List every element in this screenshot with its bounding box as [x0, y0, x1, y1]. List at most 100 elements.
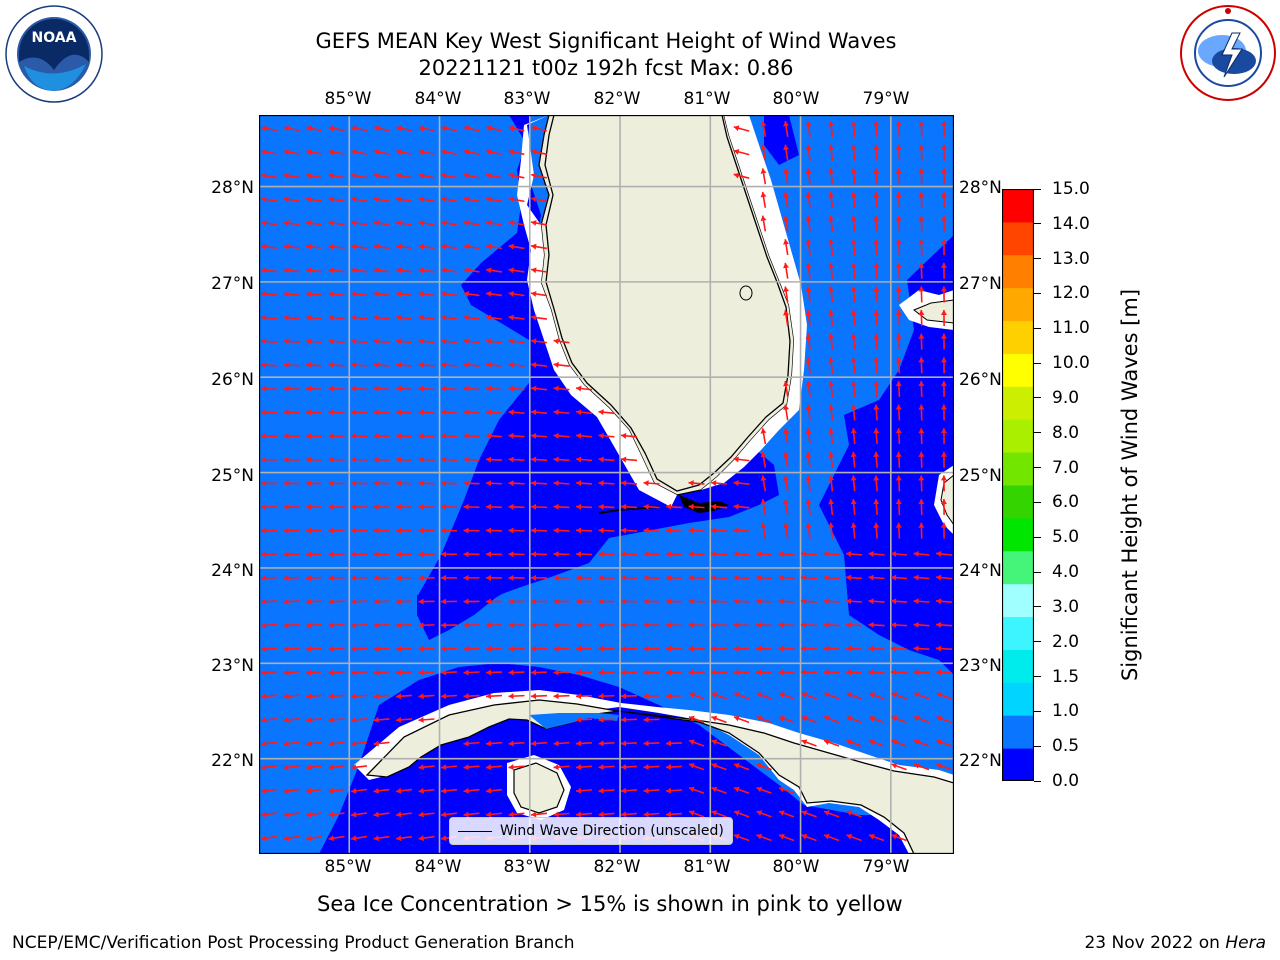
wave-direction-arrow [373, 149, 390, 156]
wave-direction-arrow [508, 740, 525, 747]
wave-direction-arrow [328, 527, 345, 534]
wave-direction-arrow [665, 551, 683, 558]
colorbar-tick-label: 1.0 [1052, 701, 1080, 722]
wave-direction-arrow [328, 409, 345, 416]
wave-direction-arrow [305, 243, 323, 250]
wave-direction-arrow [598, 811, 615, 818]
wave-direction-arrow [553, 480, 570, 487]
wave-direction-arrow [895, 475, 902, 492]
wave-direction-arrow [935, 621, 953, 628]
wave-direction-arrow [395, 220, 413, 227]
wave-direction-arrow [328, 716, 345, 723]
wave-direction-arrow [485, 740, 503, 747]
wave-direction-arrow [553, 693, 570, 700]
wave-direction-arrow [575, 693, 593, 700]
noaa-logo-text: NOAA [32, 30, 77, 46]
wave-direction-arrow [620, 503, 638, 510]
generation-date: 23 Nov 2022 on Hera [1084, 933, 1266, 953]
wave-direction-arrow [463, 787, 480, 794]
wave-direction-arrow [485, 314, 503, 321]
wave-direction-arrow [373, 669, 390, 676]
wave-direction-arrow [418, 385, 435, 392]
wave-direction-arrow [643, 503, 660, 510]
wave-direction-arrow [395, 196, 413, 203]
wave-direction-arrow [575, 527, 593, 534]
wave-direction-arrow [530, 503, 548, 510]
wave-direction-arrow [643, 764, 660, 771]
wave-direction-arrow [850, 357, 857, 374]
wave-direction-arrow [328, 598, 345, 605]
wave-direction-arrow [733, 598, 750, 605]
lon-bottom-tick: 85°W [324, 857, 372, 877]
wave-direction-arrow [395, 669, 413, 676]
wave-direction-arrow [395, 598, 413, 605]
colorbar-tick-label: 12.0 [1052, 283, 1090, 304]
wave-direction-arrow [350, 740, 368, 747]
wave-direction-arrow [778, 810, 795, 818]
lon-top-tick: 83°W [503, 89, 551, 109]
wave-direction-arrow [283, 787, 300, 794]
wave-direction-arrow [553, 811, 570, 818]
wave-direction-arrow [783, 404, 790, 421]
wave-direction-arrow [328, 338, 345, 345]
lon-top-tick: 79°W [862, 89, 910, 109]
wave-direction-arrow [940, 239, 947, 256]
wave-direction-arrow [463, 764, 480, 771]
wave-direction-arrow [733, 125, 750, 132]
wave-direction-arrow [350, 716, 368, 723]
wave-direction-arrow [805, 522, 812, 539]
wave-direction-arrow [733, 645, 750, 652]
wave-direction-arrow [283, 338, 300, 345]
wave-direction-arrow [283, 645, 300, 652]
wave-direction-arrow [868, 645, 885, 652]
wave-direction-arrow [688, 503, 705, 510]
wave-direction-arrow [530, 551, 548, 558]
wave-direction-arrow [850, 191, 857, 208]
wave-direction-arrow [530, 527, 548, 534]
wave-direction-arrow [940, 191, 947, 208]
wave-direction-arrow [463, 149, 480, 155]
wave-direction-arrow [463, 267, 480, 274]
wave-direction-arrow [895, 239, 902, 256]
wave-direction-arrow [440, 338, 458, 345]
wave-direction-arrow [485, 480, 503, 487]
wave-direction-arrow [305, 149, 323, 156]
wave-direction-arrow [395, 291, 413, 297]
colorbar-tick-mark [1034, 641, 1041, 643]
wave-direction-arrow [575, 811, 593, 818]
wave-direction-arrow [508, 622, 525, 629]
wave-direction-arrow [373, 385, 390, 392]
wave-direction-arrow [935, 550, 953, 557]
wave-direction-arrow [711, 763, 727, 771]
wave-direction-arrow [530, 574, 548, 581]
colorbar-tick-mark [1034, 397, 1041, 399]
wave-direction-arrow [783, 522, 790, 539]
wave-direction-arrow [531, 125, 547, 132]
wave-direction-arrow [913, 739, 930, 747]
wave-direction-arrow [823, 739, 840, 747]
wave-direction-arrow [800, 669, 818, 676]
colorbar-tick-label: 9.0 [1052, 387, 1080, 408]
wave-direction-arrow [940, 144, 947, 161]
wave-direction-arrow [260, 622, 278, 629]
wave-direction-arrow [873, 522, 880, 539]
wave-direction-arrow [328, 574, 345, 581]
wave-direction-arrow [575, 787, 593, 794]
wave-direction-arrow [395, 338, 413, 345]
wave-direction-arrow [328, 645, 345, 652]
wave-direction-arrow [283, 267, 300, 274]
wave-direction-arrow [873, 333, 880, 350]
wave-direction-arrow [350, 314, 368, 321]
lon-top-tick: 81°W [683, 89, 731, 109]
wave-direction-arrow [873, 475, 880, 492]
wave-direction-arrow [440, 622, 458, 629]
wave-direction-arrow [350, 503, 368, 510]
colorbar-band [1002, 748, 1034, 781]
wave-direction-arrow [850, 380, 857, 397]
wave-direction-arrow [828, 262, 835, 279]
wave-direction-arrow [530, 480, 548, 487]
wave-direction-arrow [895, 451, 902, 468]
wave-direction-arrow [890, 621, 908, 628]
wave-direction-arrow [530, 456, 548, 463]
wave-direction-arrow [620, 480, 638, 487]
